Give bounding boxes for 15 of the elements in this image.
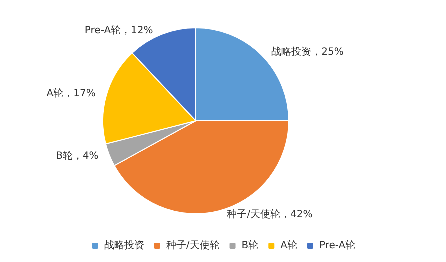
legend-label: Pre-A轮: [319, 240, 356, 252]
data-label: ，4%: [72, 151, 99, 162]
legend-label: B轮: [242, 240, 259, 252]
slice-label: 战略投资: [272, 46, 312, 58]
data-label: ，42%: [280, 209, 313, 220]
data-label: ，17%: [64, 88, 96, 100]
slice-label: B轮: [56, 150, 73, 162]
slice-label: Pre-A轮: [84, 24, 122, 36]
slice-label: 种子/天使轮: [227, 208, 280, 220]
slice-label: A轮: [46, 87, 64, 100]
legend-label: A轮: [280, 240, 298, 252]
data-label: ，25%: [312, 46, 344, 58]
data-label: ，12%: [121, 25, 154, 36]
legend-label: 种子/天使轮: [166, 240, 220, 252]
legend-label: 战略投资: [104, 240, 144, 252]
